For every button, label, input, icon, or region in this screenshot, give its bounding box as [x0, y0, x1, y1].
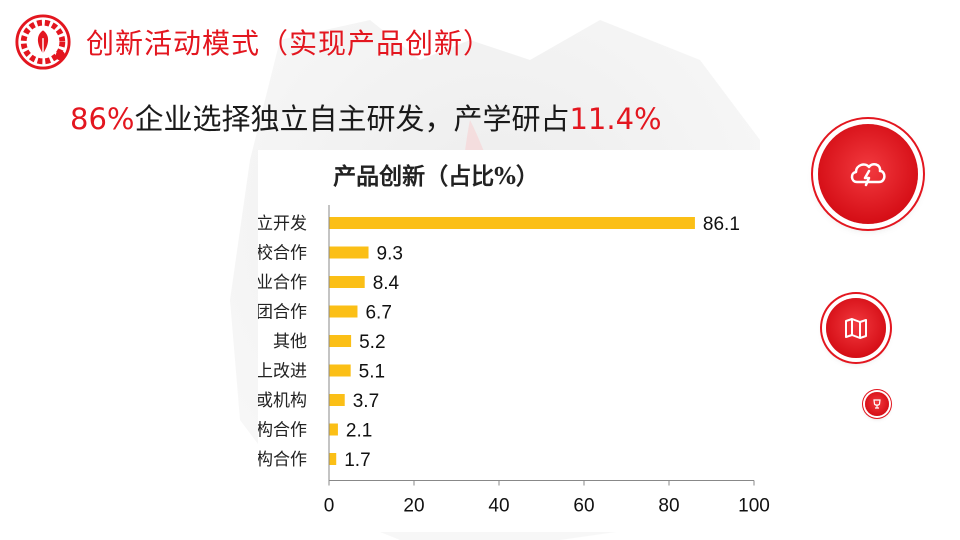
- trophy-button[interactable]: [865, 392, 889, 416]
- category-label: 企业独立开发: [258, 214, 307, 234]
- x-tick-label: 100: [738, 496, 770, 517]
- bar: [329, 247, 369, 259]
- data-label: 3.7: [353, 391, 379, 412]
- bar: [329, 424, 338, 436]
- category-label: 与内部集团合作: [258, 303, 307, 323]
- headline-highlight-percent: 86%: [70, 102, 134, 136]
- data-label: 5.1: [359, 362, 385, 383]
- bar: [329, 276, 365, 288]
- data-label: 6.7: [365, 303, 391, 324]
- headline-text: 企业选择独立自主研发，产学研占: [134, 102, 569, 136]
- trophy-icon: [871, 398, 883, 410]
- gear-leaf-logo-icon: [14, 13, 72, 71]
- bar: [329, 306, 357, 318]
- headline: 86%企业选择独立自主研发，产学研占11.4%: [70, 96, 662, 138]
- data-label: 1.7: [344, 450, 370, 471]
- x-tick-label: 60: [573, 496, 594, 517]
- data-label: 2.1: [346, 421, 372, 442]
- category-label: 与境内企业合作: [258, 273, 307, 293]
- map-icon: [842, 314, 870, 342]
- x-tick-label: 40: [488, 496, 509, 517]
- x-tick-label: 80: [658, 496, 679, 517]
- bar: [329, 394, 345, 406]
- category-label: 与境内高校合作: [258, 244, 307, 264]
- bar: [329, 217, 695, 229]
- cloud-lightning-icon: [846, 152, 890, 196]
- x-tick-label: 0: [324, 496, 335, 517]
- bar-chart: 产品创新（占比%） 企业独立开发 86.1 与境内高校合作 9.3 与境内企业合作 8.4 与…: [258, 150, 778, 532]
- headline-highlight-share: 11.4%: [569, 102, 661, 136]
- bar: [329, 335, 351, 347]
- cloud-lightning-button[interactable]: [818, 124, 918, 224]
- page-title: 创新活动模式（实现产品创新）: [86, 22, 492, 62]
- bar: [329, 365, 351, 377]
- category-label: 其他: [273, 332, 307, 352]
- data-label: 5.2: [359, 332, 385, 353]
- chart-title: 产品创新（占比%）: [333, 163, 539, 190]
- map-button[interactable]: [826, 298, 886, 358]
- category-label: 与境内研究机构合作: [258, 421, 307, 441]
- category-label: 与境外研究机构合作: [258, 450, 307, 470]
- data-label: 86.1: [703, 214, 740, 235]
- bar: [329, 453, 336, 465]
- category-label: 其他企业或机构: [258, 391, 307, 411]
- data-label: 9.3: [377, 244, 403, 265]
- header: 创新活动模式（实现产品创新）: [14, 14, 492, 70]
- category-label: 在他人基础上改进: [258, 362, 307, 382]
- data-label: 8.4: [373, 273, 400, 294]
- chart-panel: 产品创新（占比%） 企业独立开发 86.1 与境内高校合作 9.3 与境内企业合作 8.4 与…: [258, 150, 778, 532]
- x-tick-label: 20: [403, 496, 424, 517]
